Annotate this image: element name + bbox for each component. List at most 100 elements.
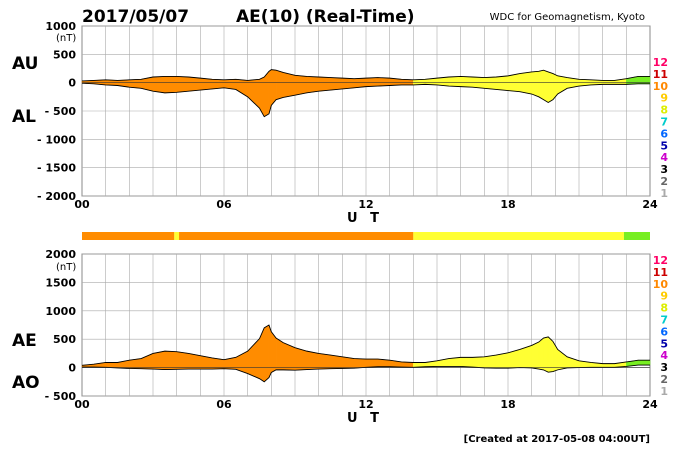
y-tick-label: 1500 xyxy=(45,276,76,289)
series-line-lower xyxy=(81,82,650,118)
area-fill-segment xyxy=(294,347,308,371)
area-fill-segment xyxy=(211,79,225,90)
x-tick-label: 12 xyxy=(358,398,373,411)
area-fill-segment xyxy=(306,76,319,94)
area-fill-segment xyxy=(531,341,540,370)
y-tick-label: 0 xyxy=(68,77,76,90)
area-fill-segment xyxy=(318,76,331,92)
legend-level-7: 7 xyxy=(660,116,668,129)
x-tick-label: 18 xyxy=(500,198,515,211)
legend-level-2: 2 xyxy=(660,373,668,386)
x-tick-label: 12 xyxy=(358,198,373,211)
area-fill-segment xyxy=(306,350,319,370)
area-fill-segment xyxy=(318,353,331,370)
legend-level-3: 3 xyxy=(660,163,668,176)
legend-level-8: 8 xyxy=(660,302,668,315)
area-fill-segment xyxy=(365,77,379,87)
area-fill-segment xyxy=(268,324,272,378)
x-tick-label: 06 xyxy=(216,398,232,411)
y-tick-label: 0 xyxy=(68,362,76,375)
y-tick-label: - 1500 xyxy=(37,162,76,175)
area-fill-segment xyxy=(342,77,355,90)
legend-level-10: 10 xyxy=(653,80,669,93)
activity-bar-segment xyxy=(179,232,414,240)
area-fill-segment xyxy=(448,76,461,87)
series-line-upper xyxy=(81,69,650,82)
activity-level-bar xyxy=(82,232,650,240)
legend-level-8: 8 xyxy=(660,104,668,117)
legend-level-4: 4 xyxy=(660,349,668,362)
legend-level-4: 4 xyxy=(660,151,668,164)
legend-level-2: 2 xyxy=(660,175,668,188)
ae-label: AE xyxy=(12,331,37,351)
credit-text: WDC for Geomagnetism, Kyoto xyxy=(490,12,645,23)
area-fill-segment xyxy=(263,324,270,383)
activity-bar-segment xyxy=(82,232,175,240)
panel1-unit: (nT) xyxy=(56,33,76,44)
x-tick-label: 18 xyxy=(500,398,515,411)
legend-level-9: 9 xyxy=(660,290,668,303)
al-label: AL xyxy=(12,107,36,127)
area-fill-segment xyxy=(602,363,615,368)
area-fill-segment xyxy=(176,351,189,370)
area-fill-segment xyxy=(460,357,473,368)
area-fill-segment xyxy=(330,77,343,91)
y-tick-label: - 1000 xyxy=(37,133,76,146)
date-title: 2017/05/07 xyxy=(82,7,189,27)
area-fill-segment xyxy=(547,336,554,373)
activity-bar-segment xyxy=(174,232,180,240)
legend-level-12: 12 xyxy=(653,254,668,267)
legend-level-5: 5 xyxy=(660,139,668,152)
area-fill-segment xyxy=(275,69,284,101)
x-tick-label: 24 xyxy=(642,398,658,411)
area-fill-segment xyxy=(188,76,201,92)
area-fill-segment xyxy=(271,331,277,373)
area-fill-segment xyxy=(538,69,544,101)
area-fill-segment xyxy=(538,337,544,371)
au-label: AU xyxy=(12,54,38,74)
legend-level-1: 1 xyxy=(660,385,668,398)
y-tick-label: 500 xyxy=(53,333,76,346)
area-fill-segment xyxy=(164,76,177,94)
y-tick-label: 500 xyxy=(53,48,76,61)
area-fill-segment xyxy=(330,354,343,369)
legend-level-5: 5 xyxy=(660,337,668,350)
y-tick-label: - 500 xyxy=(45,390,77,403)
area-fill-segment xyxy=(495,75,509,91)
area-fill-segment xyxy=(547,71,554,103)
area-fill-segment xyxy=(377,77,390,87)
y-tick-label: 1000 xyxy=(45,20,76,33)
panel1-xlabel: U T xyxy=(347,211,383,226)
x-tick-label: 00 xyxy=(74,198,90,211)
area-fill-segment xyxy=(460,76,473,88)
area-fill-segment xyxy=(152,350,166,370)
legend-level-6: 6 xyxy=(660,325,668,338)
area-fill-segment xyxy=(275,337,284,371)
y-tick-label: 2000 xyxy=(45,248,76,261)
legend-level-9: 9 xyxy=(660,92,668,105)
area-fill-segment xyxy=(365,358,379,368)
area-fill-segment xyxy=(637,359,651,366)
legend-level-11: 11 xyxy=(653,68,668,81)
area-fill-segment xyxy=(152,76,166,94)
area-fill-segment xyxy=(484,354,497,369)
legend-level-10: 10 xyxy=(653,278,669,291)
chart-title: AE(10) (Real-Time) xyxy=(236,7,415,27)
area-fill-segment xyxy=(176,76,189,93)
x-tick-label: 24 xyxy=(642,198,658,211)
legend-level-7: 7 xyxy=(660,314,668,327)
area-fill-segment xyxy=(353,358,367,369)
created-timestamp: [Created at 2017-05-08 04:00UT] xyxy=(464,434,650,445)
panel2-unit: (nT) xyxy=(56,262,76,273)
series-line-upper xyxy=(81,324,650,366)
legend-level-1: 1 xyxy=(660,187,668,200)
area-fill-segment xyxy=(164,350,177,370)
area-fill-segment xyxy=(263,70,270,118)
x-tick-label: 00 xyxy=(74,398,90,411)
area-fill-segment xyxy=(543,336,549,373)
